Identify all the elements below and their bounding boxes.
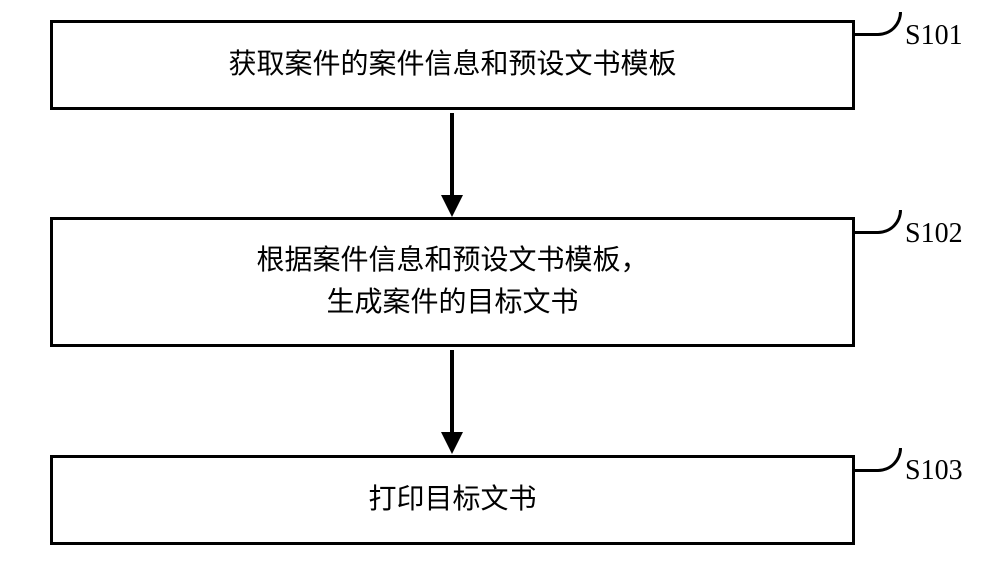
arrow-2-line: [450, 350, 454, 433]
flow-step-3-text: 打印目标文书: [368, 479, 536, 521]
arrow-1-line: [450, 113, 454, 196]
flow-step-2-text-line1: 根据案件信息和预设文书模板，: [256, 240, 648, 282]
step-label-2: S102: [905, 218, 963, 250]
flow-step-2: 根据案件信息和预设文书模板， 生成案件的目标文书: [50, 217, 855, 347]
flowchart-canvas: 获取案件的案件信息和预设文书模板 S101 根据案件信息和预设文书模板， 生成案…: [0, 0, 1000, 587]
connector-curve-3: [855, 448, 902, 472]
connector-curve-1: [855, 12, 902, 36]
arrow-2-head: [441, 432, 463, 454]
flow-step-2-text-line2: 生成案件的目标文书: [326, 282, 578, 324]
step-label-1: S101: [905, 20, 963, 52]
flow-step-1: 获取案件的案件信息和预设文书模板: [50, 20, 855, 110]
step-label-3: S103: [905, 455, 963, 487]
arrow-1-head: [441, 195, 463, 217]
flow-step-1-text: 获取案件的案件信息和预设文书模板: [228, 44, 676, 86]
flow-step-3: 打印目标文书: [50, 455, 855, 545]
connector-curve-2: [855, 210, 902, 234]
